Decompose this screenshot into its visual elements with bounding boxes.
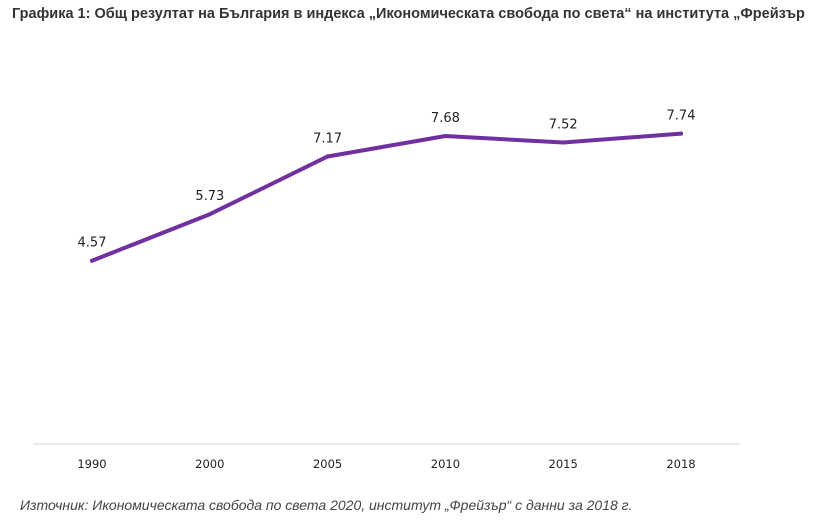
data-label-2000: 5.73	[195, 189, 224, 204]
x-tick-label-2000: 2000	[195, 457, 224, 471]
chart-title: Графика 1: Общ резултат на България в ин…	[12, 6, 805, 22]
x-tick-label-2005: 2005	[313, 457, 342, 471]
data-label-1990: 4.57	[78, 236, 107, 251]
data-label-2005: 7.17	[313, 131, 342, 146]
data-label-2018: 7.74	[667, 109, 696, 124]
x-tick-label-2018: 2018	[666, 457, 695, 471]
data-point-1990	[90, 258, 94, 263]
data-point-2010	[443, 134, 448, 139]
x-tick-label-2010: 2010	[431, 457, 460, 471]
data-point-2000	[207, 212, 212, 217]
data-label-2015: 7.52	[549, 117, 578, 132]
data-point-2005	[325, 154, 330, 159]
data-label-2010: 7.68	[431, 111, 460, 126]
x-tick-label-1990: 1990	[77, 457, 106, 471]
series-line	[90, 131, 683, 263]
data-point-2018	[679, 131, 683, 136]
source-note: Източник: Икономическата свобода по свет…	[20, 497, 633, 513]
data-point-2015	[561, 140, 566, 145]
x-tick-label-2015: 2015	[549, 457, 578, 471]
